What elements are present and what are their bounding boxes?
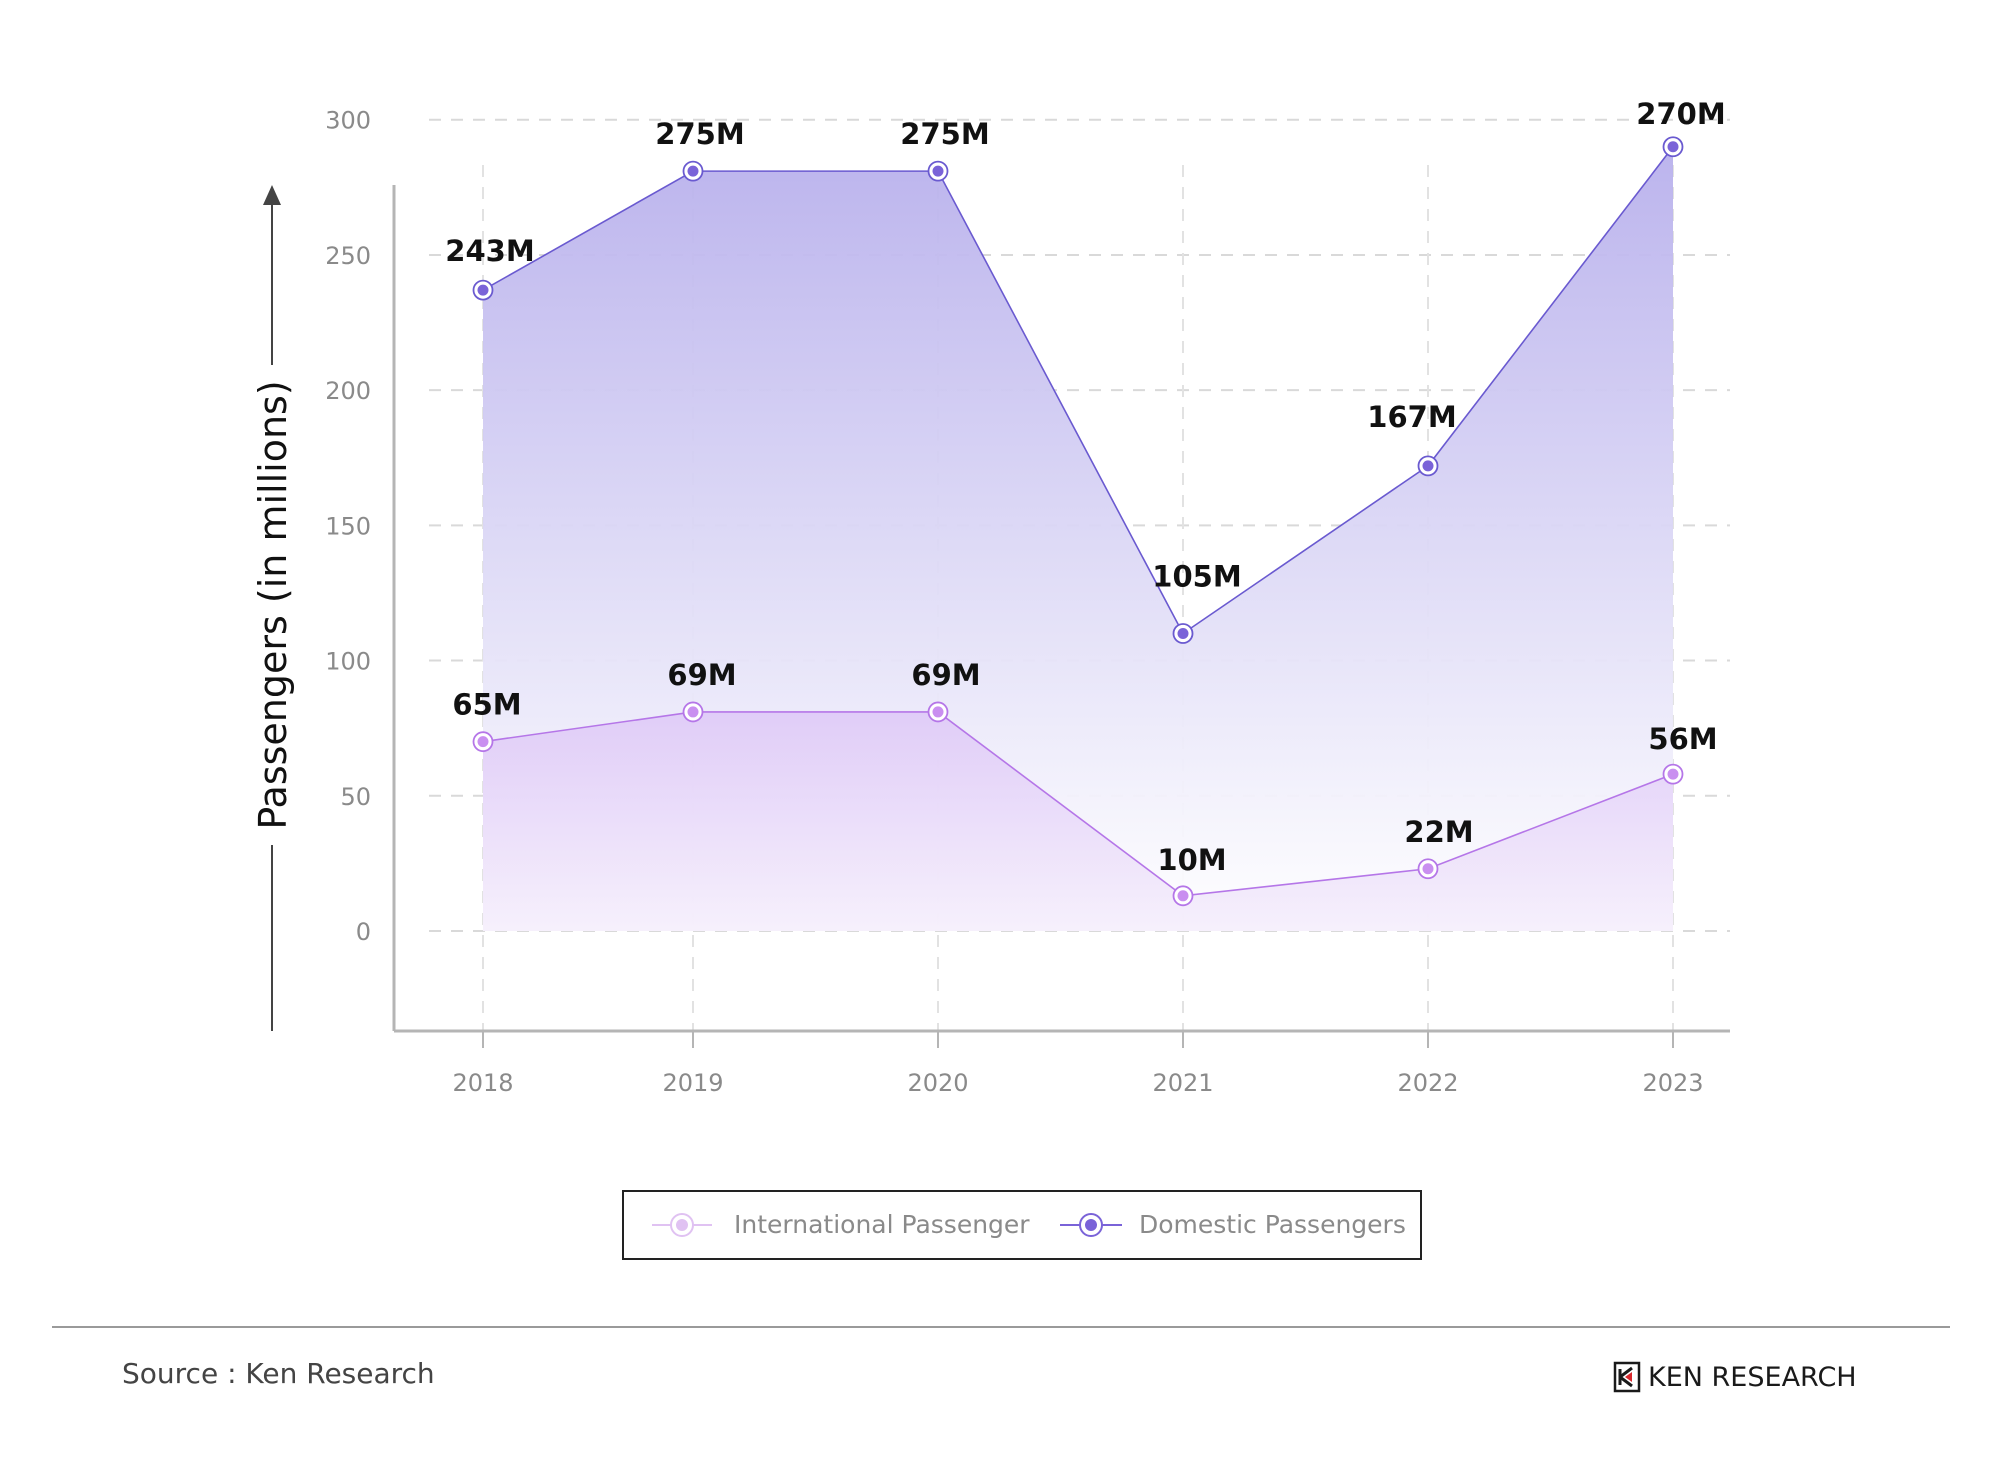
data-label-international-2022: 22M	[1404, 815, 1473, 849]
brand-logo: KEN RESEARCH	[1612, 1360, 1857, 1394]
y-tick-label-200: 200	[325, 377, 371, 405]
y-axis-title-arrow-head	[263, 185, 281, 205]
marker-domestic-2018	[472, 279, 494, 301]
marker-dot-international-2019	[687, 706, 699, 718]
x-tick-label-2023: 2023	[1642, 1069, 1703, 1097]
marker-dot-domestic-2021	[1177, 628, 1189, 640]
x-tick-label-2019: 2019	[662, 1069, 723, 1097]
legend-box	[622, 1190, 1422, 1260]
marker-dot-domestic-2022	[1422, 460, 1434, 472]
y-tick-label-300: 300	[325, 107, 371, 135]
marker-domestic-2019	[682, 160, 704, 182]
legend-swatch-international-dot	[676, 1219, 688, 1231]
marker-international-2018	[472, 731, 494, 753]
data-label-international-2020: 69M	[911, 658, 980, 692]
marker-domestic-2022	[1417, 455, 1439, 477]
data-label-international-2018: 65M	[452, 688, 521, 722]
data-label-international-2021: 10M	[1157, 843, 1226, 877]
marker-dot-international-2021	[1177, 890, 1189, 902]
area-international	[483, 711, 1673, 931]
x-tick-label-2021: 2021	[1152, 1069, 1213, 1097]
marker-domestic-2020	[927, 160, 949, 182]
brand-name: KEN RESEARCH	[1648, 1361, 1857, 1393]
line-international	[482, 711, 1674, 897]
data-label-domestic-2018: 243M	[445, 234, 534, 268]
marker-dot-international-2022	[1422, 863, 1434, 875]
series-areas	[483, 146, 1673, 931]
y-tick-label-0: 0	[356, 918, 371, 946]
legend-item-domestic: Domestic Passengers	[1060, 1210, 1406, 1239]
marker-dot-international-2018	[477, 736, 489, 748]
marker-international-2019	[682, 701, 704, 723]
marker-dot-domestic-2018	[477, 284, 489, 296]
marker-dot-domestic-2020	[932, 165, 944, 177]
data-label-domestic-2021: 105M	[1152, 560, 1241, 594]
footer-divider	[52, 1326, 1950, 1328]
data-label-domestic-2019: 275M	[655, 117, 744, 151]
marker-international-2022	[1417, 858, 1439, 880]
x-tick-label-2018: 2018	[452, 1069, 513, 1097]
x-tick-label-2020: 2020	[907, 1069, 968, 1097]
marker-international-2021	[1172, 885, 1194, 907]
data-labels: 65M 69M 69M 10M 22M 56M 243M 275M 275M 105M 167M 27…	[445, 97, 1725, 877]
series-lines	[482, 146, 1674, 897]
data-label-domestic-2023: 270M	[1636, 97, 1725, 131]
data-label-domestic-2020: 275M	[900, 117, 989, 151]
marker-dot-domestic-2019	[687, 165, 699, 177]
marker-domestic-2021	[1172, 623, 1194, 644]
axes: 0 50 100 150 200 250 300 2018 2019 2020 2021 2022 20…	[325, 107, 1730, 1097]
y-tick-label-50: 50	[340, 783, 371, 811]
line-domestic	[482, 146, 1674, 635]
legend-item-international: International Passenger	[652, 1210, 1030, 1239]
legend-label-international: International Passenger	[734, 1210, 1030, 1239]
legend: International Passenger Domestic Passeng…	[622, 1190, 1422, 1260]
y-axis-title: Passengers (in millions)	[251, 380, 295, 829]
source-note: Source : Ken Research	[122, 1357, 435, 1390]
data-label-international-2019: 69M	[667, 658, 736, 692]
data-label-international-2023: 56M	[1648, 722, 1717, 756]
series-markers	[472, 136, 1684, 907]
legend-label-domestic: Domestic Passengers	[1139, 1210, 1406, 1239]
marker-international-2020	[927, 701, 949, 723]
y-axis-title-group: Passengers (in millions)	[250, 185, 295, 1031]
marker-dot-international-2020	[932, 706, 944, 718]
data-label-domestic-2022: 167M	[1367, 400, 1456, 434]
ken-research-logo-icon	[1613, 1361, 1641, 1393]
marker-international-2023	[1662, 763, 1684, 785]
marker-domestic-2023	[1662, 136, 1684, 158]
marker-dot-international-2023	[1667, 768, 1679, 780]
y-tick-label-250: 250	[325, 242, 371, 270]
marker-dot-domestic-2023	[1667, 141, 1679, 153]
y-tick-label-100: 100	[325, 648, 371, 676]
legend-swatch-domestic-dot	[1085, 1219, 1097, 1231]
x-tick-label-2022: 2022	[1397, 1069, 1458, 1097]
y-axis-title-bg	[250, 365, 294, 845]
y-tick-label-150: 150	[325, 512, 371, 540]
